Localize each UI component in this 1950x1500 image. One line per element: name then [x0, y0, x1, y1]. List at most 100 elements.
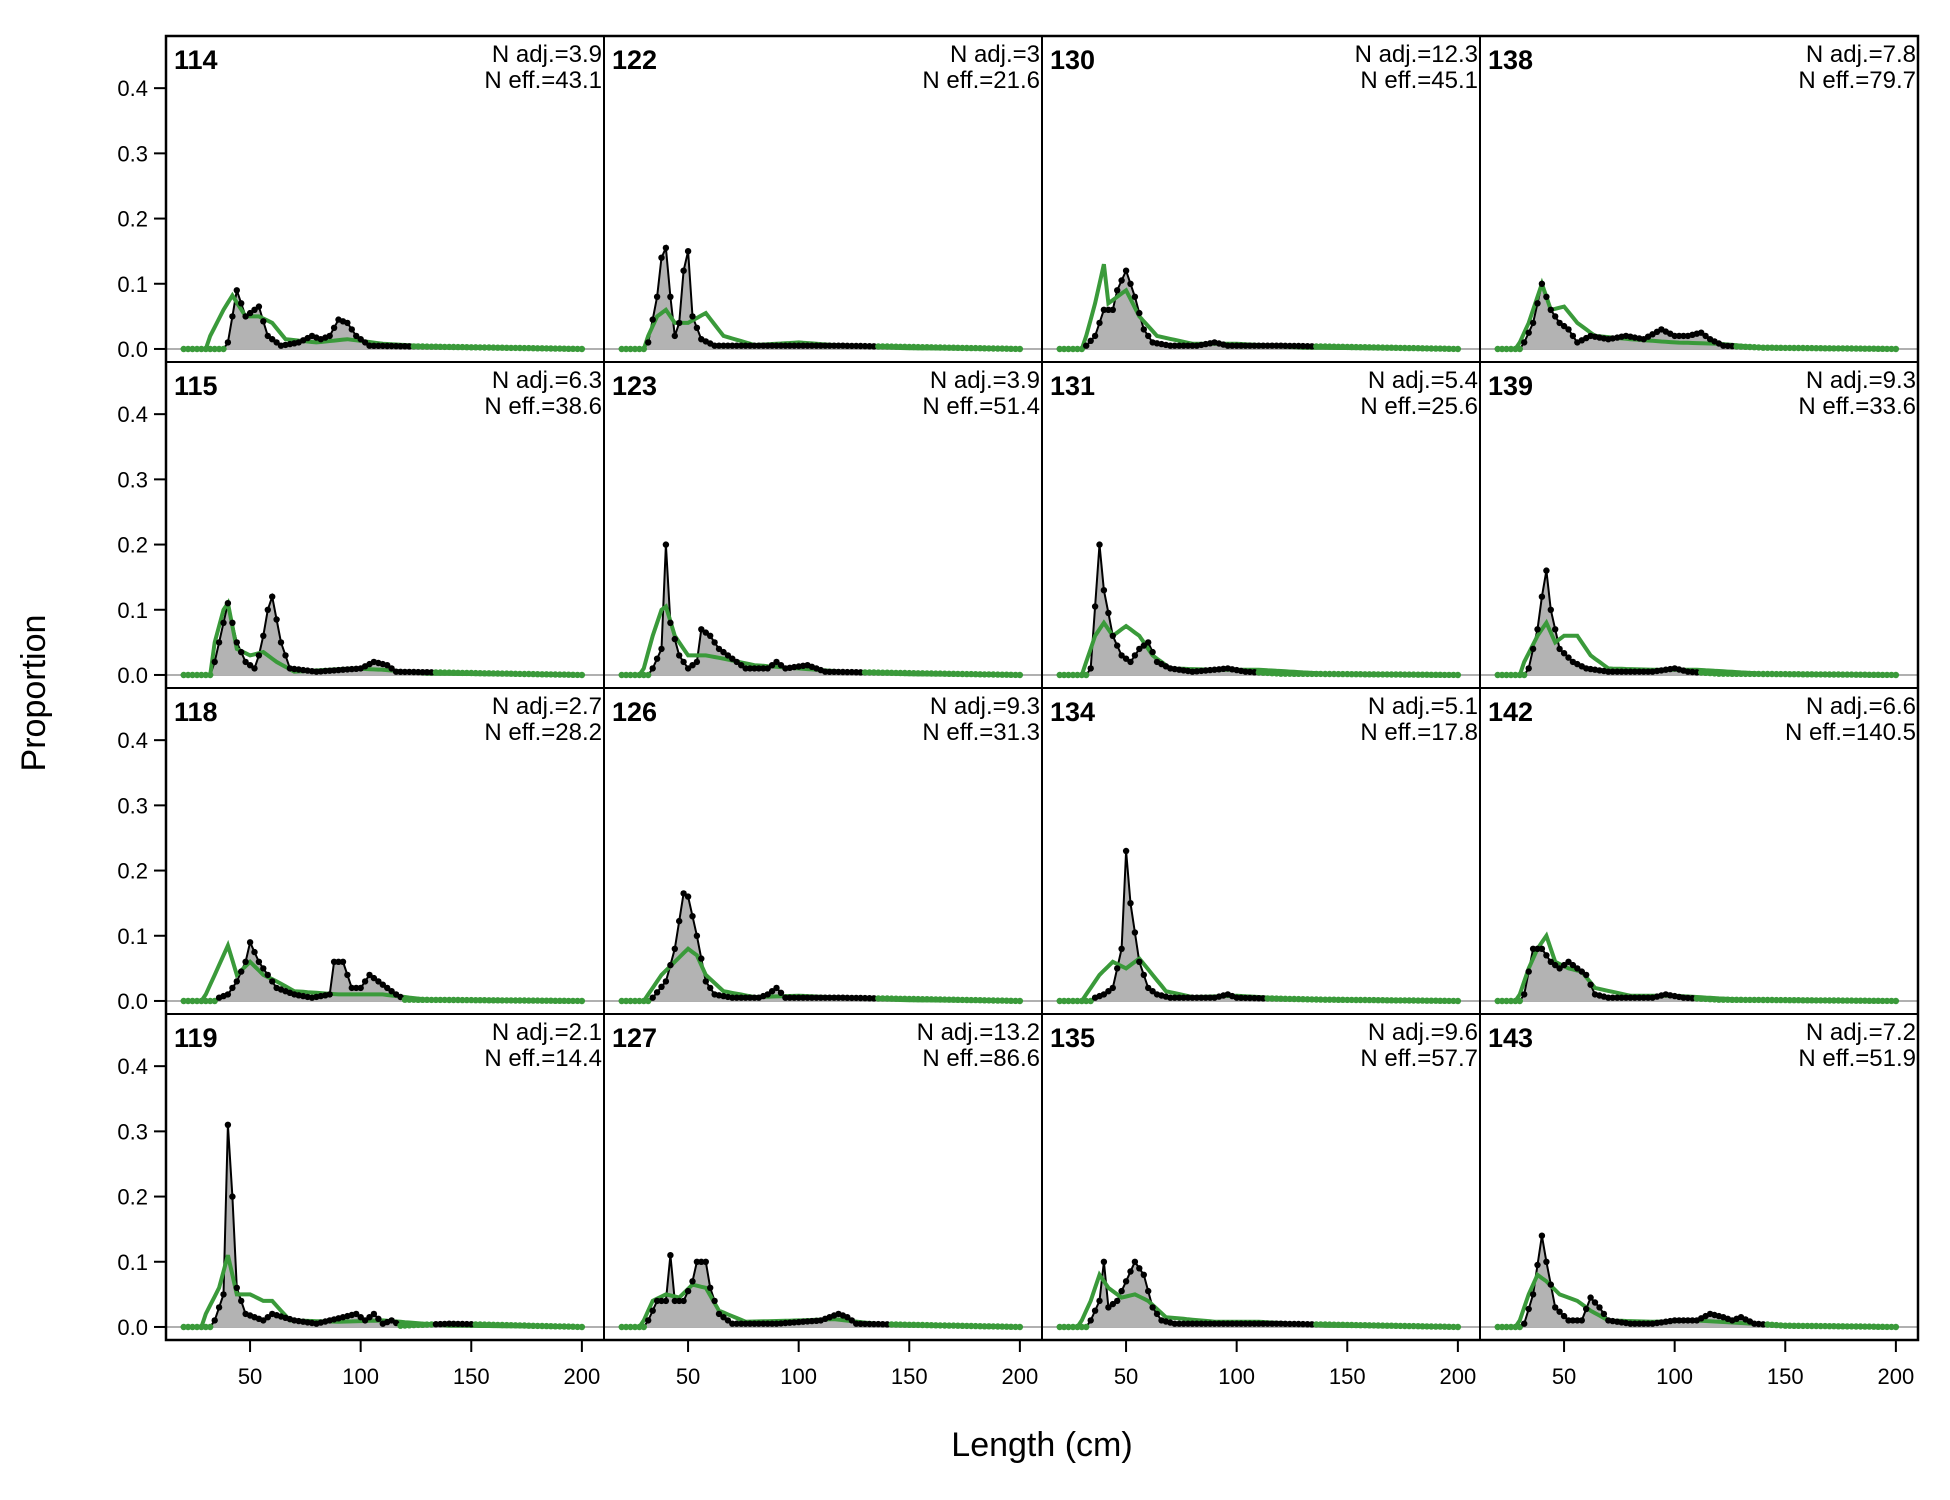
observed-point	[198, 997, 205, 1005]
observed-point	[1733, 670, 1740, 677]
observed-point	[861, 342, 869, 350]
observed-point	[578, 671, 586, 679]
observed-area	[183, 1124, 582, 1327]
y-tick-label: 0.1	[117, 924, 148, 949]
observed-point	[353, 332, 360, 340]
observed-point	[375, 1315, 382, 1323]
observed-point	[1817, 671, 1824, 678]
observed-point	[1087, 665, 1094, 672]
observed-point	[211, 345, 218, 353]
panel-139: 139 N adj.=9.3N eff.=33.6	[1479, 361, 1919, 689]
observed-point	[441, 996, 448, 1004]
observed-point	[1056, 1323, 1063, 1331]
observed-point	[1795, 1322, 1802, 1330]
observed-point	[357, 984, 364, 992]
observed-point	[1268, 1320, 1276, 1327]
observed-point	[242, 658, 249, 666]
observed-point	[658, 645, 665, 653]
observed-point	[229, 984, 236, 992]
observed-point	[791, 994, 798, 1001]
observed-point	[450, 996, 457, 1004]
observed-point	[198, 671, 205, 679]
observed-point	[773, 658, 780, 666]
observed-point	[1830, 671, 1838, 678]
observed-point	[242, 958, 249, 965]
observed-point	[490, 997, 497, 1004]
observed-point	[1419, 671, 1426, 678]
observed-point	[339, 958, 347, 965]
observed-point	[1375, 671, 1382, 678]
observed-point	[1627, 994, 1634, 1001]
observed-point	[406, 668, 413, 676]
observed-point	[1552, 626, 1559, 633]
observed-point	[366, 971, 373, 979]
observed-point	[645, 1317, 652, 1324]
observed-point	[631, 671, 639, 679]
panel-115: 115 N adj.=6.3N eff.=38.6	[165, 361, 605, 689]
observed-point	[707, 632, 714, 639]
observed-point	[1507, 1323, 1515, 1331]
observed-point	[1352, 671, 1360, 678]
panel-126: 126 N adj.=9.3N eff.=31.3	[603, 687, 1043, 1015]
observed-point	[751, 665, 758, 672]
observed-point	[1786, 997, 1793, 1004]
observed-point	[1383, 997, 1391, 1004]
observed-point	[1764, 344, 1771, 351]
observed-point	[702, 629, 709, 636]
observed-point	[246, 662, 254, 669]
observed-point	[1246, 1320, 1254, 1327]
observed-point	[1852, 345, 1860, 352]
panel-year-label: 123	[612, 371, 657, 401]
observed-point	[968, 344, 975, 352]
observed-point	[1512, 1323, 1519, 1331]
observed-point	[269, 336, 276, 343]
observed-point	[1875, 1323, 1882, 1331]
observed-point	[552, 997, 559, 1004]
x-tick-label: 150	[891, 1364, 928, 1389]
observed-point	[269, 593, 276, 600]
observed-point	[897, 669, 904, 677]
observed-point	[689, 313, 696, 320]
observed-point	[649, 665, 656, 672]
observed-point	[618, 345, 625, 353]
observed-point	[1291, 670, 1298, 677]
observed-point	[897, 995, 904, 1002]
observed-point	[1366, 671, 1373, 678]
observed-point	[1521, 991, 1528, 998]
panel-114: 114 N adj.=3.9N eff.=43.1	[165, 35, 605, 363]
observed-point	[1755, 996, 1762, 1004]
observed-point	[729, 1320, 736, 1327]
observed-point	[1392, 344, 1400, 351]
observed-point	[1622, 994, 1630, 1001]
observed-point	[689, 913, 696, 920]
observed-point	[481, 344, 488, 351]
observed-point	[1335, 343, 1342, 350]
n-adj-label: N adj.=13.2	[917, 1019, 1040, 1046]
observed-point	[260, 318, 267, 325]
observed-point	[636, 345, 643, 353]
observed-point	[1503, 345, 1510, 353]
observed-point	[764, 665, 771, 672]
observed-point	[684, 665, 692, 672]
observed-point	[658, 983, 665, 990]
observed-point	[246, 939, 254, 946]
observed-point	[1074, 997, 1081, 1005]
observed-point	[1428, 345, 1435, 352]
observed-point	[1839, 671, 1847, 678]
observed-point	[844, 668, 851, 676]
observed-point	[1118, 652, 1125, 659]
observed-point	[516, 997, 524, 1004]
observed-point	[777, 662, 785, 669]
observed-point	[972, 671, 979, 678]
observed-point	[1565, 654, 1572, 661]
observed-point	[1122, 847, 1130, 855]
n-adj-label: N adj.=7.8	[1806, 41, 1916, 68]
observed-point	[1335, 670, 1342, 678]
panel-year-label: 115	[174, 371, 218, 401]
observed-point	[375, 978, 382, 985]
observed-point	[1145, 1287, 1152, 1295]
observed-point	[277, 639, 285, 646]
observed-point	[1538, 593, 1546, 600]
observed-point	[645, 671, 652, 679]
observed-point	[1830, 997, 1838, 1004]
